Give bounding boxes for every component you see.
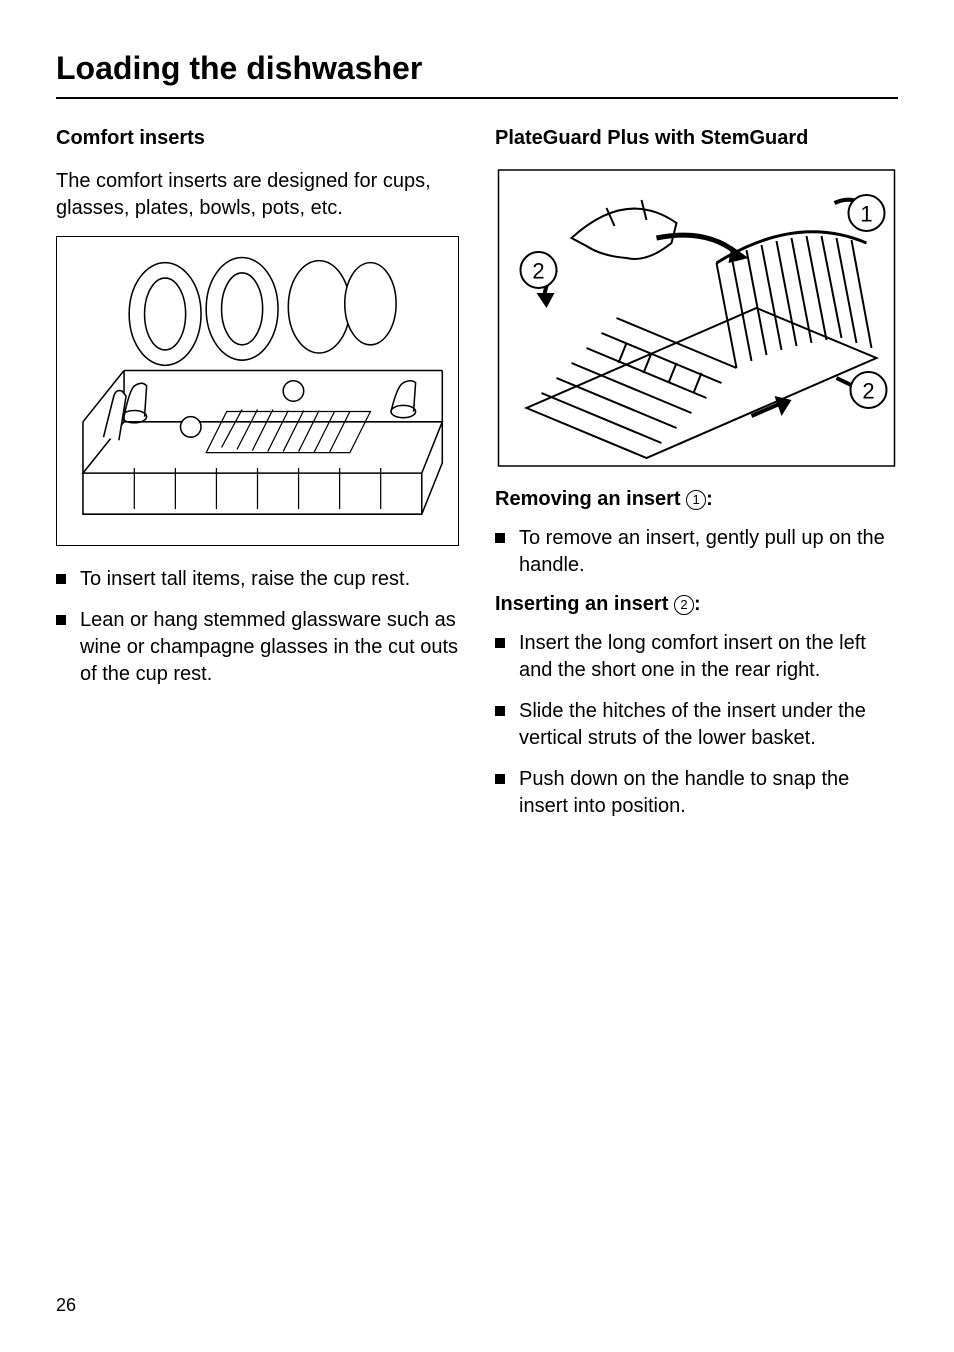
inserting-insert-heading: Inserting an insert 2: [495, 593, 898, 616]
inserting-suffix: : [694, 593, 701, 615]
comfort-inserts-list: To insert tall items, raise the cup rest… [56, 566, 459, 688]
content-columns: Comfort inserts The comfort inserts are … [56, 127, 898, 834]
circled-ref-one-icon: 1 [686, 490, 706, 510]
list-item: Push down on the handle to snap the inse… [495, 766, 898, 820]
removing-insert-heading: Removing an insert 1: [495, 488, 898, 511]
page-title: Loading the dishwasher [56, 50, 898, 99]
removing-list: To remove an insert, gently pull up on t… [495, 525, 898, 579]
comfort-inserts-heading: Comfort inserts [56, 127, 459, 150]
callout-two-b: 2 [862, 379, 874, 404]
removing-prefix: Removing an insert [495, 488, 686, 510]
right-column: PlateGuard Plus with StemGuard [495, 127, 898, 834]
list-item: Insert the long comfort insert on the le… [495, 630, 898, 684]
list-item: To insert tall items, raise the cup rest… [56, 566, 459, 593]
callout-one: 1 [860, 202, 872, 227]
list-item: Lean or hang stemmed glassware such as w… [56, 607, 459, 688]
plateguard-figure: 1 2 2 [495, 168, 898, 468]
inserting-prefix: Inserting an insert [495, 593, 674, 615]
comfort-inserts-intro: The comfort inserts are designed for cup… [56, 168, 459, 222]
dishrack-illustration-icon [57, 237, 458, 545]
comfort-inserts-figure [56, 236, 459, 546]
plateguard-heading: PlateGuard Plus with StemGuard [495, 127, 898, 150]
list-item: Slide the hitches of the insert under th… [495, 698, 898, 752]
removing-suffix: : [706, 488, 713, 510]
callout-two-a: 2 [532, 259, 544, 284]
page-number: 26 [56, 1295, 76, 1316]
list-item: To remove an insert, gently pull up on t… [495, 525, 898, 579]
inserting-list: Insert the long comfort insert on the le… [495, 630, 898, 820]
plateguard-illustration-icon: 1 2 2 [495, 168, 898, 468]
circled-ref-two-icon: 2 [674, 595, 694, 615]
left-column: Comfort inserts The comfort inserts are … [56, 127, 459, 834]
